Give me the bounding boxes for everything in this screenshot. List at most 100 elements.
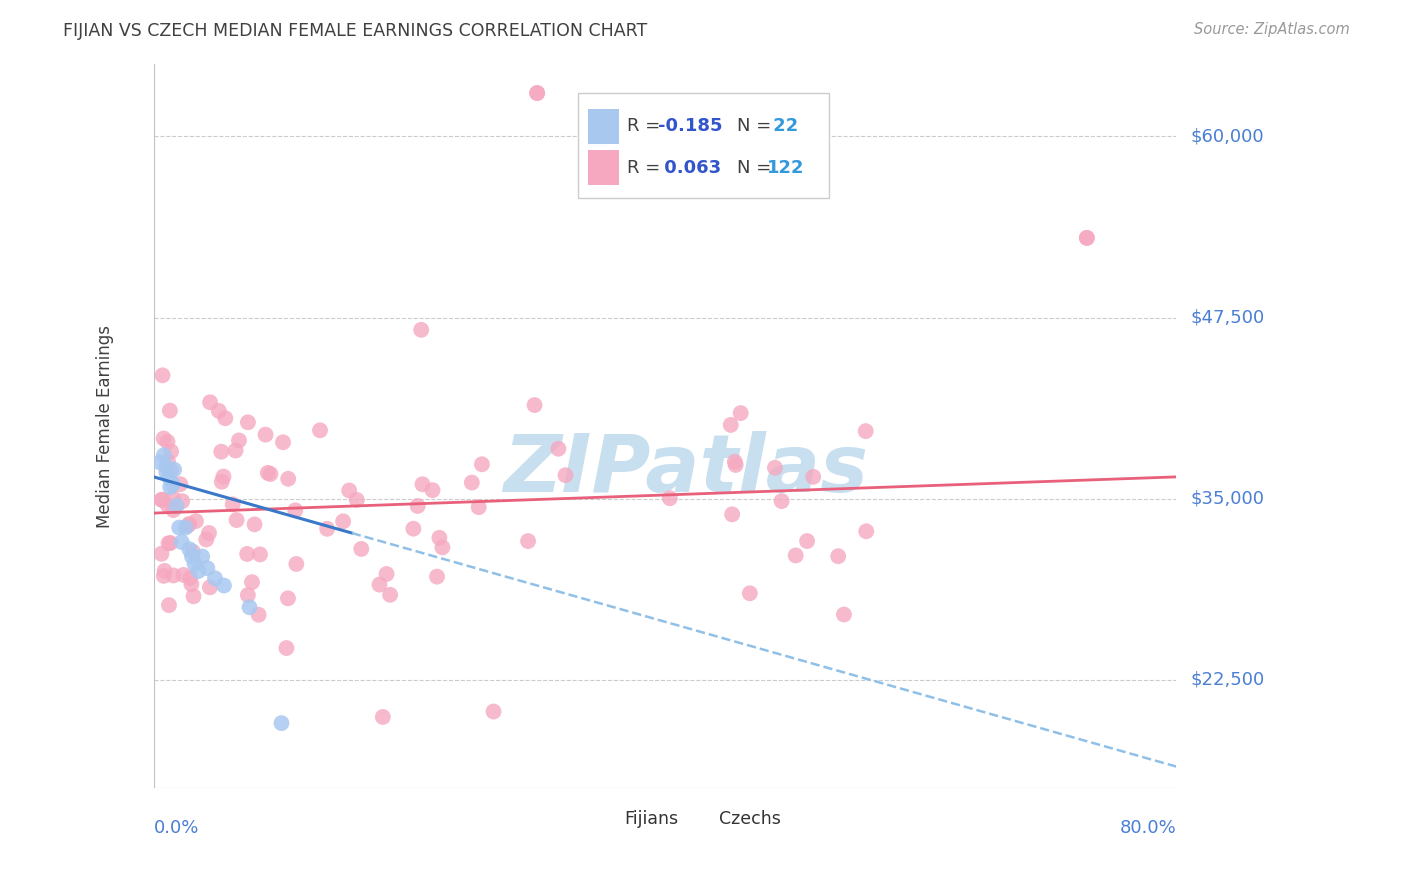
Point bbox=[155, 459, 177, 474]
Point bbox=[375, 566, 398, 581]
Point bbox=[724, 458, 747, 472]
Point bbox=[209, 444, 232, 458]
Text: N =: N = bbox=[737, 118, 776, 136]
Point bbox=[208, 404, 231, 418]
Point bbox=[169, 477, 191, 491]
Point bbox=[378, 588, 401, 602]
Point bbox=[162, 491, 184, 505]
Point bbox=[150, 492, 173, 507]
Point bbox=[155, 466, 177, 480]
Point bbox=[160, 463, 183, 477]
FancyBboxPatch shape bbox=[588, 150, 619, 185]
Point bbox=[236, 588, 259, 602]
Point bbox=[150, 547, 173, 561]
Point bbox=[337, 483, 360, 498]
Point bbox=[770, 494, 793, 508]
Point bbox=[236, 415, 259, 429]
Point bbox=[782, 173, 804, 187]
Point bbox=[204, 571, 226, 585]
Point bbox=[157, 455, 180, 469]
Point bbox=[1076, 231, 1098, 245]
Point bbox=[277, 472, 299, 486]
Point bbox=[259, 467, 281, 481]
Point bbox=[198, 526, 221, 541]
Point bbox=[160, 444, 183, 458]
Point bbox=[153, 564, 176, 578]
Point bbox=[183, 589, 205, 603]
Point bbox=[332, 514, 354, 528]
Point bbox=[174, 520, 197, 534]
Text: Source: ZipAtlas.com: Source: ZipAtlas.com bbox=[1194, 22, 1350, 37]
Text: FIJIAN VS CZECH MEDIAN FEMALE EARNINGS CORRELATION CHART: FIJIAN VS CZECH MEDIAN FEMALE EARNINGS C… bbox=[63, 22, 648, 40]
Text: Median Female Earnings: Median Female Earnings bbox=[96, 325, 114, 528]
Point bbox=[159, 480, 181, 494]
Point bbox=[228, 434, 250, 448]
Point bbox=[547, 442, 569, 456]
Point bbox=[517, 534, 540, 549]
Point bbox=[195, 533, 218, 547]
Point bbox=[240, 575, 263, 590]
Text: Fijians: Fijians bbox=[624, 811, 678, 829]
Text: 122: 122 bbox=[768, 159, 804, 177]
Point bbox=[526, 86, 548, 100]
Point bbox=[254, 427, 277, 442]
Point bbox=[316, 522, 339, 536]
Point bbox=[461, 475, 484, 490]
Point bbox=[198, 580, 221, 594]
Point bbox=[763, 460, 786, 475]
Text: 80.0%: 80.0% bbox=[1119, 819, 1177, 837]
Point bbox=[225, 443, 247, 458]
Point bbox=[432, 541, 454, 555]
Text: $22,500: $22,500 bbox=[1191, 671, 1264, 689]
Point bbox=[181, 549, 204, 564]
FancyBboxPatch shape bbox=[599, 808, 621, 830]
Point bbox=[162, 568, 184, 582]
Point bbox=[170, 535, 193, 549]
Point bbox=[855, 524, 877, 539]
Point bbox=[157, 499, 180, 513]
Point bbox=[471, 457, 494, 471]
Point bbox=[181, 544, 204, 558]
Point bbox=[796, 534, 818, 549]
Point bbox=[720, 417, 742, 432]
Point bbox=[526, 86, 548, 100]
Point bbox=[150, 492, 173, 507]
Point bbox=[187, 564, 209, 578]
Point bbox=[554, 468, 576, 483]
Point bbox=[429, 531, 451, 545]
Point bbox=[832, 607, 855, 622]
Point bbox=[157, 598, 180, 612]
Point bbox=[183, 557, 205, 571]
Point bbox=[167, 520, 190, 534]
FancyBboxPatch shape bbox=[693, 808, 716, 830]
Point bbox=[422, 483, 444, 498]
Point bbox=[277, 591, 299, 606]
Text: N =: N = bbox=[737, 159, 776, 177]
Point bbox=[467, 500, 489, 515]
Point bbox=[243, 517, 266, 532]
Text: -0.185: -0.185 bbox=[658, 118, 723, 136]
Point bbox=[411, 323, 433, 337]
Point bbox=[159, 536, 181, 550]
Point bbox=[247, 607, 270, 622]
Point bbox=[157, 536, 180, 550]
Point bbox=[173, 568, 195, 582]
Point bbox=[162, 477, 184, 491]
Text: R =: R = bbox=[627, 118, 666, 136]
Text: 22: 22 bbox=[768, 118, 799, 136]
Point bbox=[214, 411, 236, 425]
Point bbox=[195, 561, 218, 575]
Point bbox=[271, 435, 294, 450]
Point bbox=[152, 368, 174, 383]
Point bbox=[270, 716, 292, 731]
Point bbox=[225, 513, 247, 527]
Point bbox=[212, 578, 235, 592]
Point bbox=[285, 557, 308, 571]
Point bbox=[350, 541, 373, 556]
FancyBboxPatch shape bbox=[578, 93, 828, 198]
Point bbox=[179, 516, 201, 531]
Point bbox=[309, 423, 332, 437]
Point bbox=[371, 710, 394, 724]
Point bbox=[211, 475, 233, 489]
Point bbox=[166, 499, 188, 513]
